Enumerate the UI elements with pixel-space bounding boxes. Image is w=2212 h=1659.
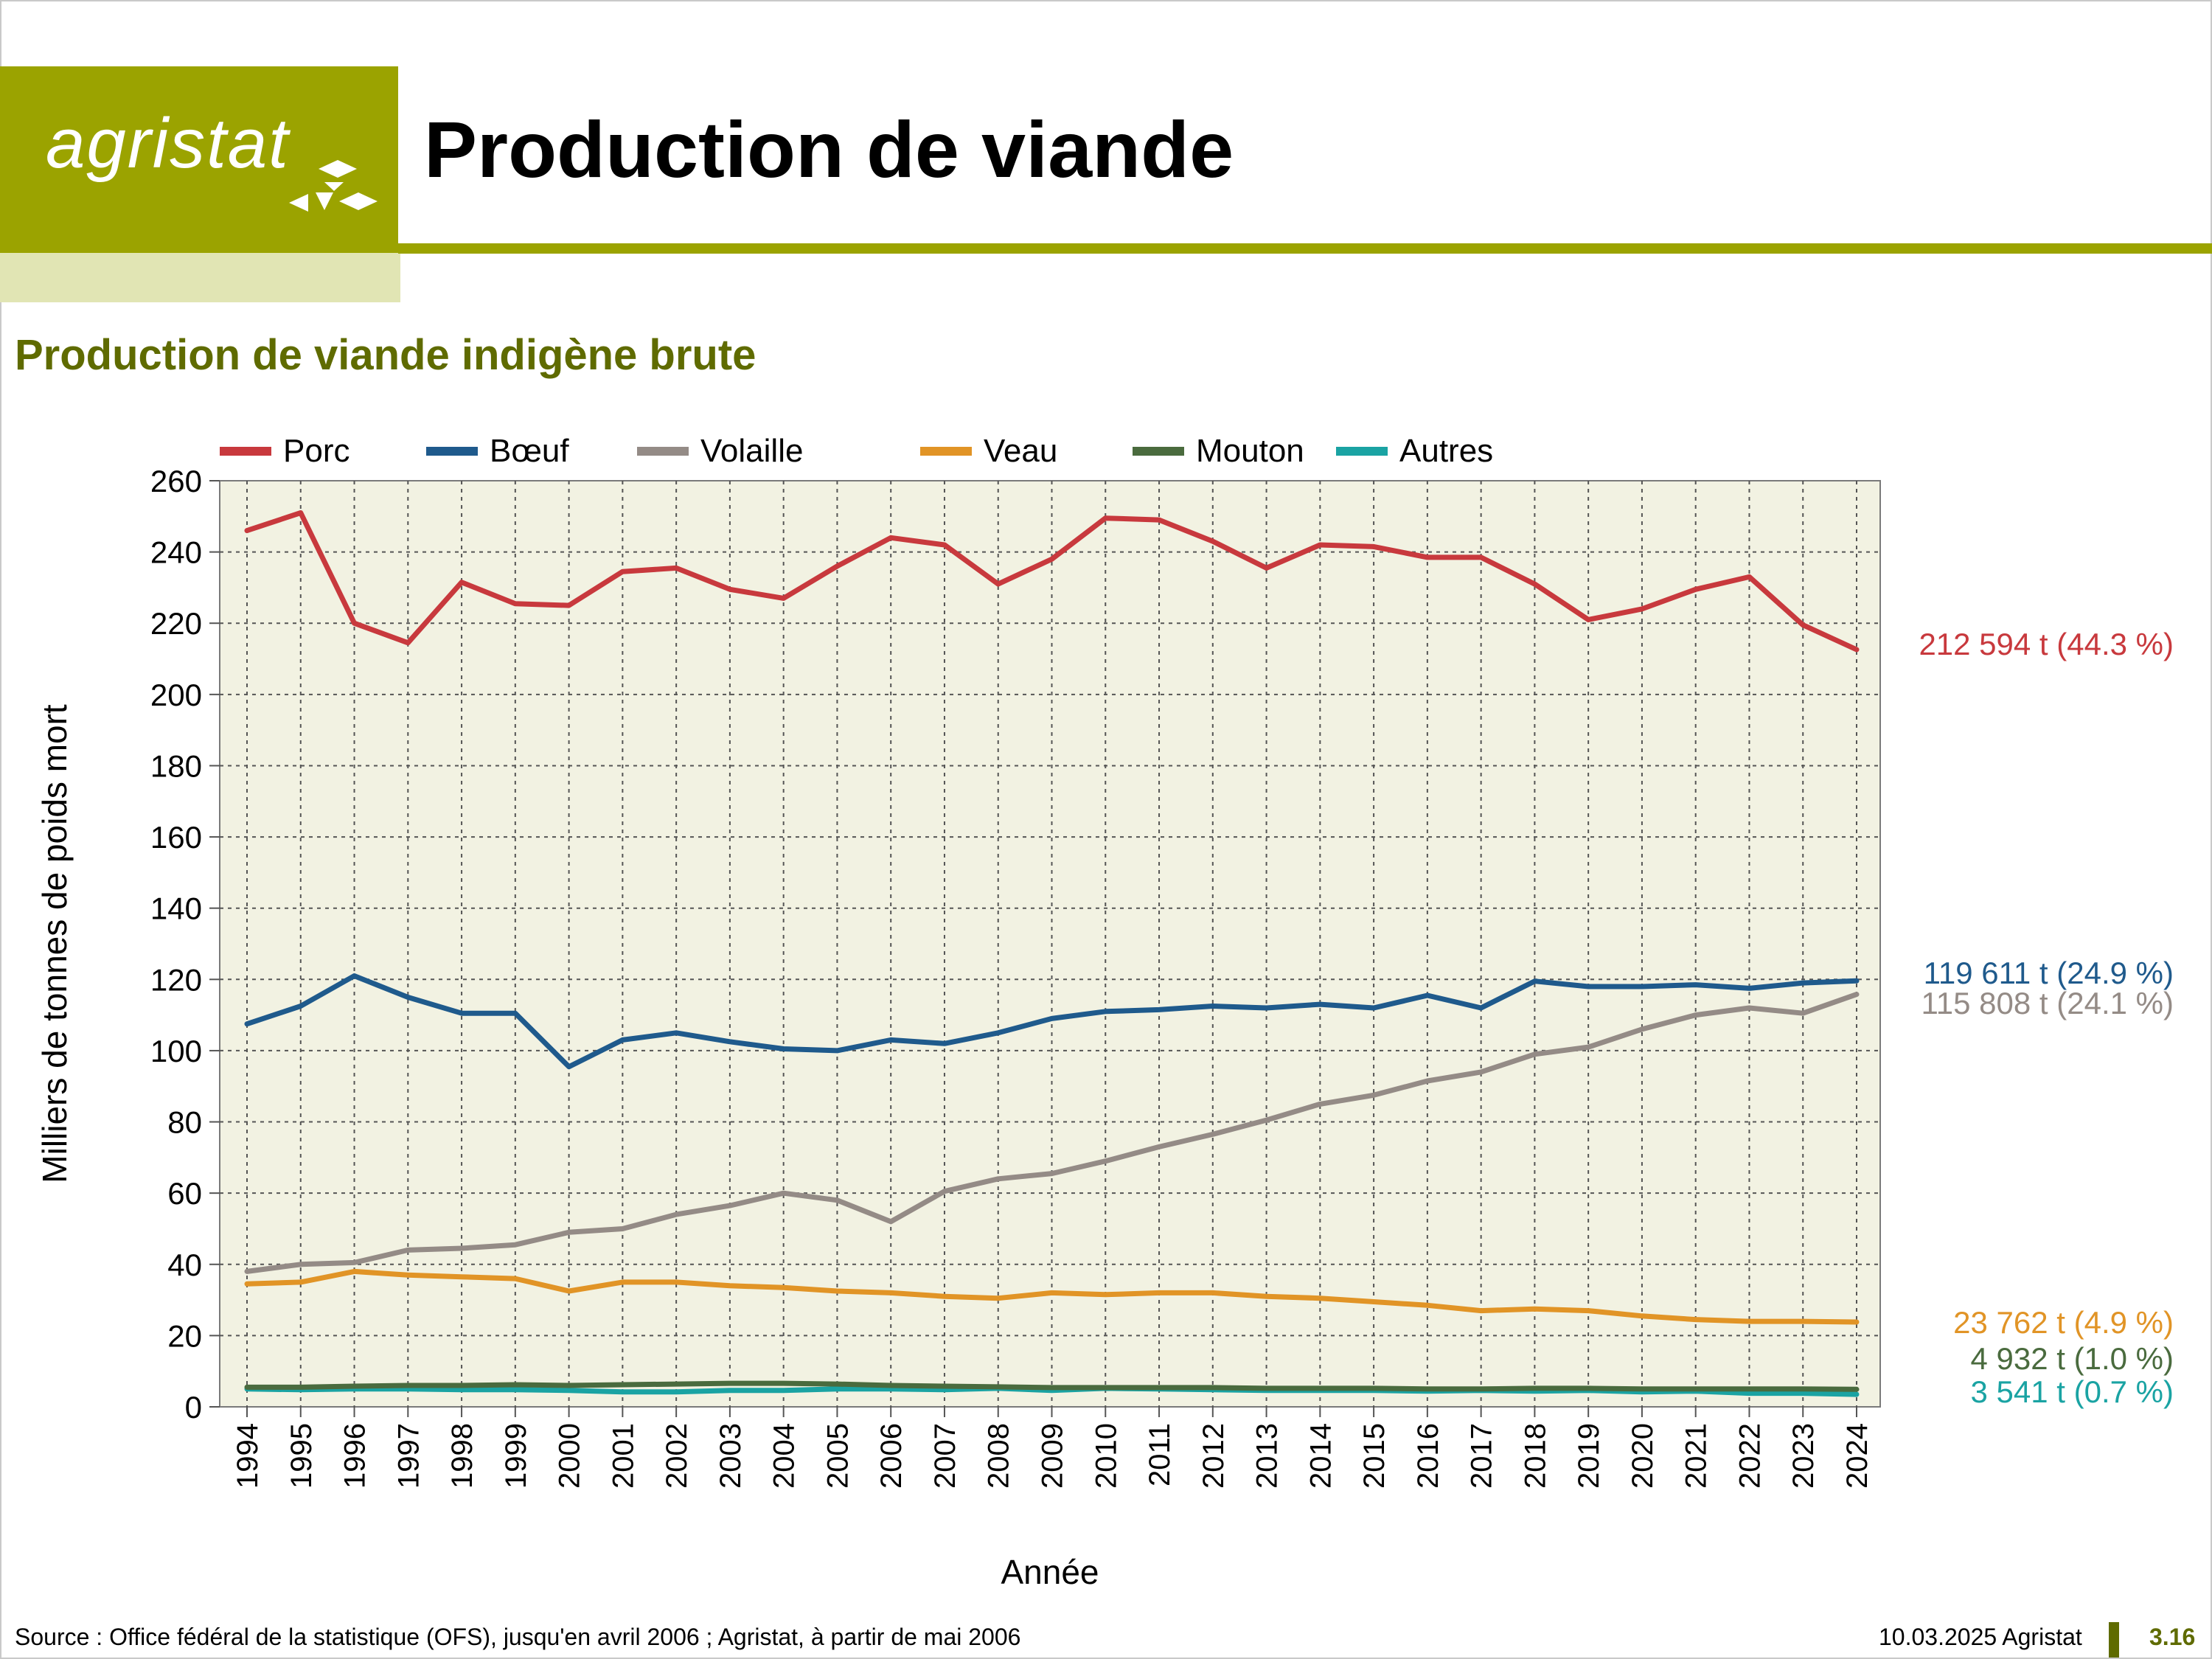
- series-line-3: [244, 1268, 1860, 1325]
- agristat-logo: [0, 66, 398, 253]
- x-tick-label: 1995: [285, 1423, 318, 1489]
- logo-diamond-icon: [289, 160, 378, 212]
- x-tick-label: 2011: [1144, 1423, 1176, 1486]
- y-tick-label: 240: [150, 535, 202, 570]
- series-line-2: [244, 992, 1860, 1274]
- x-tick-label: 2022: [1733, 1423, 1766, 1489]
- logo-text: agristat: [46, 104, 290, 183]
- x-tick-label: 2018: [1519, 1423, 1551, 1489]
- x-tick-label: 1999: [500, 1423, 532, 1489]
- series-line-1: [244, 973, 1860, 1070]
- plot-area: [219, 480, 1881, 1408]
- logo-accent-strip: [0, 253, 400, 302]
- end-label-5: 3 541 t (0.7 %): [1971, 1374, 2174, 1409]
- y-tick-label: 100: [150, 1034, 202, 1068]
- y-axis-label: Milliers de tonnes de poids mort: [35, 704, 74, 1183]
- x-tick-label: 2021: [1680, 1423, 1713, 1489]
- end-label-2: 115 808 t (24.1 %): [1921, 986, 2174, 1020]
- x-tick-label: 2004: [768, 1423, 801, 1489]
- x-axis: 1994 1995 1996 1997 1998 1999 2000 2001 2002 2003…: [232, 1407, 1874, 1489]
- series-line-0: [244, 510, 1860, 653]
- x-tick-label: 1996: [339, 1423, 372, 1489]
- x-tick-label: 2023: [1787, 1423, 1820, 1489]
- y-axis: 0 20 40 60 80 100 120 140 160 180 200 220 240 260: [150, 464, 220, 1425]
- legend-label-5: Autres: [1399, 433, 1493, 469]
- x-tick-label: 2014: [1304, 1423, 1337, 1489]
- end-label-1: 119 611 t (24.9 %): [1924, 956, 2174, 990]
- y-tick-label: 200: [150, 678, 202, 712]
- footer-source: Source : Office fédéral de la statistiqu…: [15, 1624, 1021, 1650]
- x-tick-label: 1994: [232, 1423, 264, 1489]
- x-tick-label: 2017: [1466, 1423, 1498, 1489]
- series-line-4: [244, 1380, 1860, 1392]
- x-tick-label: 2024: [1841, 1423, 1874, 1489]
- end-label-3: 23 762 t (4.9 %): [1953, 1305, 2174, 1340]
- grid-lines: [220, 481, 1880, 1407]
- y-tick-label: 20: [167, 1318, 202, 1353]
- end-label-4: 4 932 t (1.0 %): [1971, 1341, 2174, 1376]
- footer-divider: [2109, 1622, 2119, 1658]
- x-axis-label: Année: [1001, 1553, 1099, 1591]
- y-tick-label: 80: [167, 1105, 202, 1140]
- x-tick-label: 2013: [1251, 1423, 1284, 1489]
- y-tick-label: 0: [185, 1390, 202, 1425]
- chart-subtitle: Production de viande indigène brute: [15, 331, 757, 379]
- y-tick-label: 40: [167, 1248, 202, 1282]
- y-tick-label: 220: [150, 606, 202, 641]
- legend-label-1: Bœuf: [490, 433, 569, 469]
- x-tick-label: 2015: [1358, 1423, 1391, 1489]
- x-tick-label: 2007: [929, 1423, 961, 1489]
- page-number: 3.16: [2149, 1624, 2196, 1650]
- end-label-0: 212 594 t (44.3 %): [1919, 627, 2174, 661]
- y-tick-label: 140: [150, 891, 202, 926]
- x-tick-label: 2002: [661, 1423, 693, 1489]
- x-tick-label: 1997: [392, 1423, 425, 1489]
- title-rule: [398, 243, 2212, 254]
- series-lines: [244, 510, 1860, 1397]
- x-tick-label: 2010: [1090, 1423, 1122, 1489]
- y-tick-label: 260: [150, 464, 202, 498]
- end-labels: 212 594 t (44.3 %) 119 611 t (24.9 %)115 …: [1919, 627, 2174, 1409]
- legend-label-0: Porc: [283, 433, 349, 469]
- line-chart: 0 20 40 60 80 100 120 140 160 180 200 220 240 260 199…: [35, 433, 2174, 1591]
- x-tick-label: 2000: [554, 1423, 586, 1489]
- x-tick-label: 2016: [1412, 1423, 1444, 1489]
- x-tick-label: 2020: [1627, 1423, 1659, 1489]
- x-tick-label: 2006: [875, 1423, 908, 1489]
- legend-label-2: Volaille: [700, 433, 803, 469]
- y-tick-label: 60: [167, 1176, 202, 1211]
- x-tick-label: 1998: [446, 1423, 479, 1489]
- legend-label-3: Veau: [984, 433, 1057, 469]
- footer-date: 10.03.2025 Agristat: [1879, 1624, 2082, 1650]
- y-tick-label: 120: [150, 962, 202, 997]
- page-title: Production de viande: [424, 105, 1234, 194]
- x-tick-label: 2009: [1037, 1423, 1069, 1489]
- x-tick-label: 2012: [1197, 1423, 1230, 1489]
- x-tick-label: 2008: [983, 1423, 1015, 1489]
- y-tick-label: 180: [150, 748, 202, 783]
- x-tick-label: 2019: [1573, 1423, 1605, 1489]
- x-tick-label: 2005: [821, 1423, 854, 1489]
- legend-label-4: Mouton: [1196, 433, 1304, 469]
- y-tick-label: 160: [150, 820, 202, 855]
- x-tick-label: 2001: [607, 1423, 639, 1489]
- legend: Porc Bœuf Volaille Veau Mouton Autres: [220, 433, 1493, 469]
- x-tick-label: 2003: [714, 1423, 747, 1489]
